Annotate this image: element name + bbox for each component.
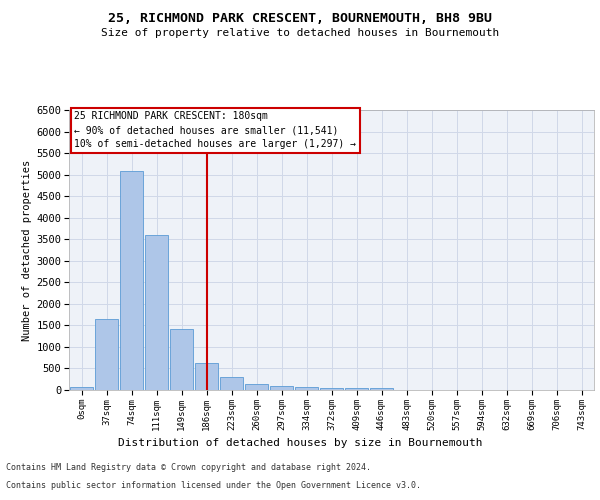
Text: 25, RICHMOND PARK CRESCENT, BOURNEMOUTH, BH8 9BU: 25, RICHMOND PARK CRESCENT, BOURNEMOUTH,… [108, 12, 492, 26]
Bar [345, 388, 368, 390]
Bar [320, 388, 343, 390]
Text: Contains HM Land Registry data © Crown copyright and database right 2024.: Contains HM Land Registry data © Crown c… [6, 464, 371, 472]
Bar [245, 384, 268, 390]
Bar [170, 328, 193, 390]
Bar [295, 387, 318, 390]
Text: 25 RICHMOND PARK CRESCENT: 180sqm
← 90% of detached houses are smaller (11,541)
: 25 RICHMOND PARK CRESCENT: 180sqm ← 90% … [74, 112, 356, 150]
Bar [70, 387, 93, 390]
Bar [145, 235, 168, 390]
Bar [195, 363, 218, 390]
Text: Size of property relative to detached houses in Bournemouth: Size of property relative to detached ho… [101, 28, 499, 38]
Bar [370, 388, 393, 390]
Bar [220, 377, 243, 390]
Bar [120, 172, 143, 390]
Text: Distribution of detached houses by size in Bournemouth: Distribution of detached houses by size … [118, 438, 482, 448]
Text: Contains public sector information licensed under the Open Government Licence v3: Contains public sector information licen… [6, 481, 421, 490]
Y-axis label: Number of detached properties: Number of detached properties [22, 160, 32, 340]
Bar [270, 386, 293, 390]
Bar [95, 319, 118, 390]
